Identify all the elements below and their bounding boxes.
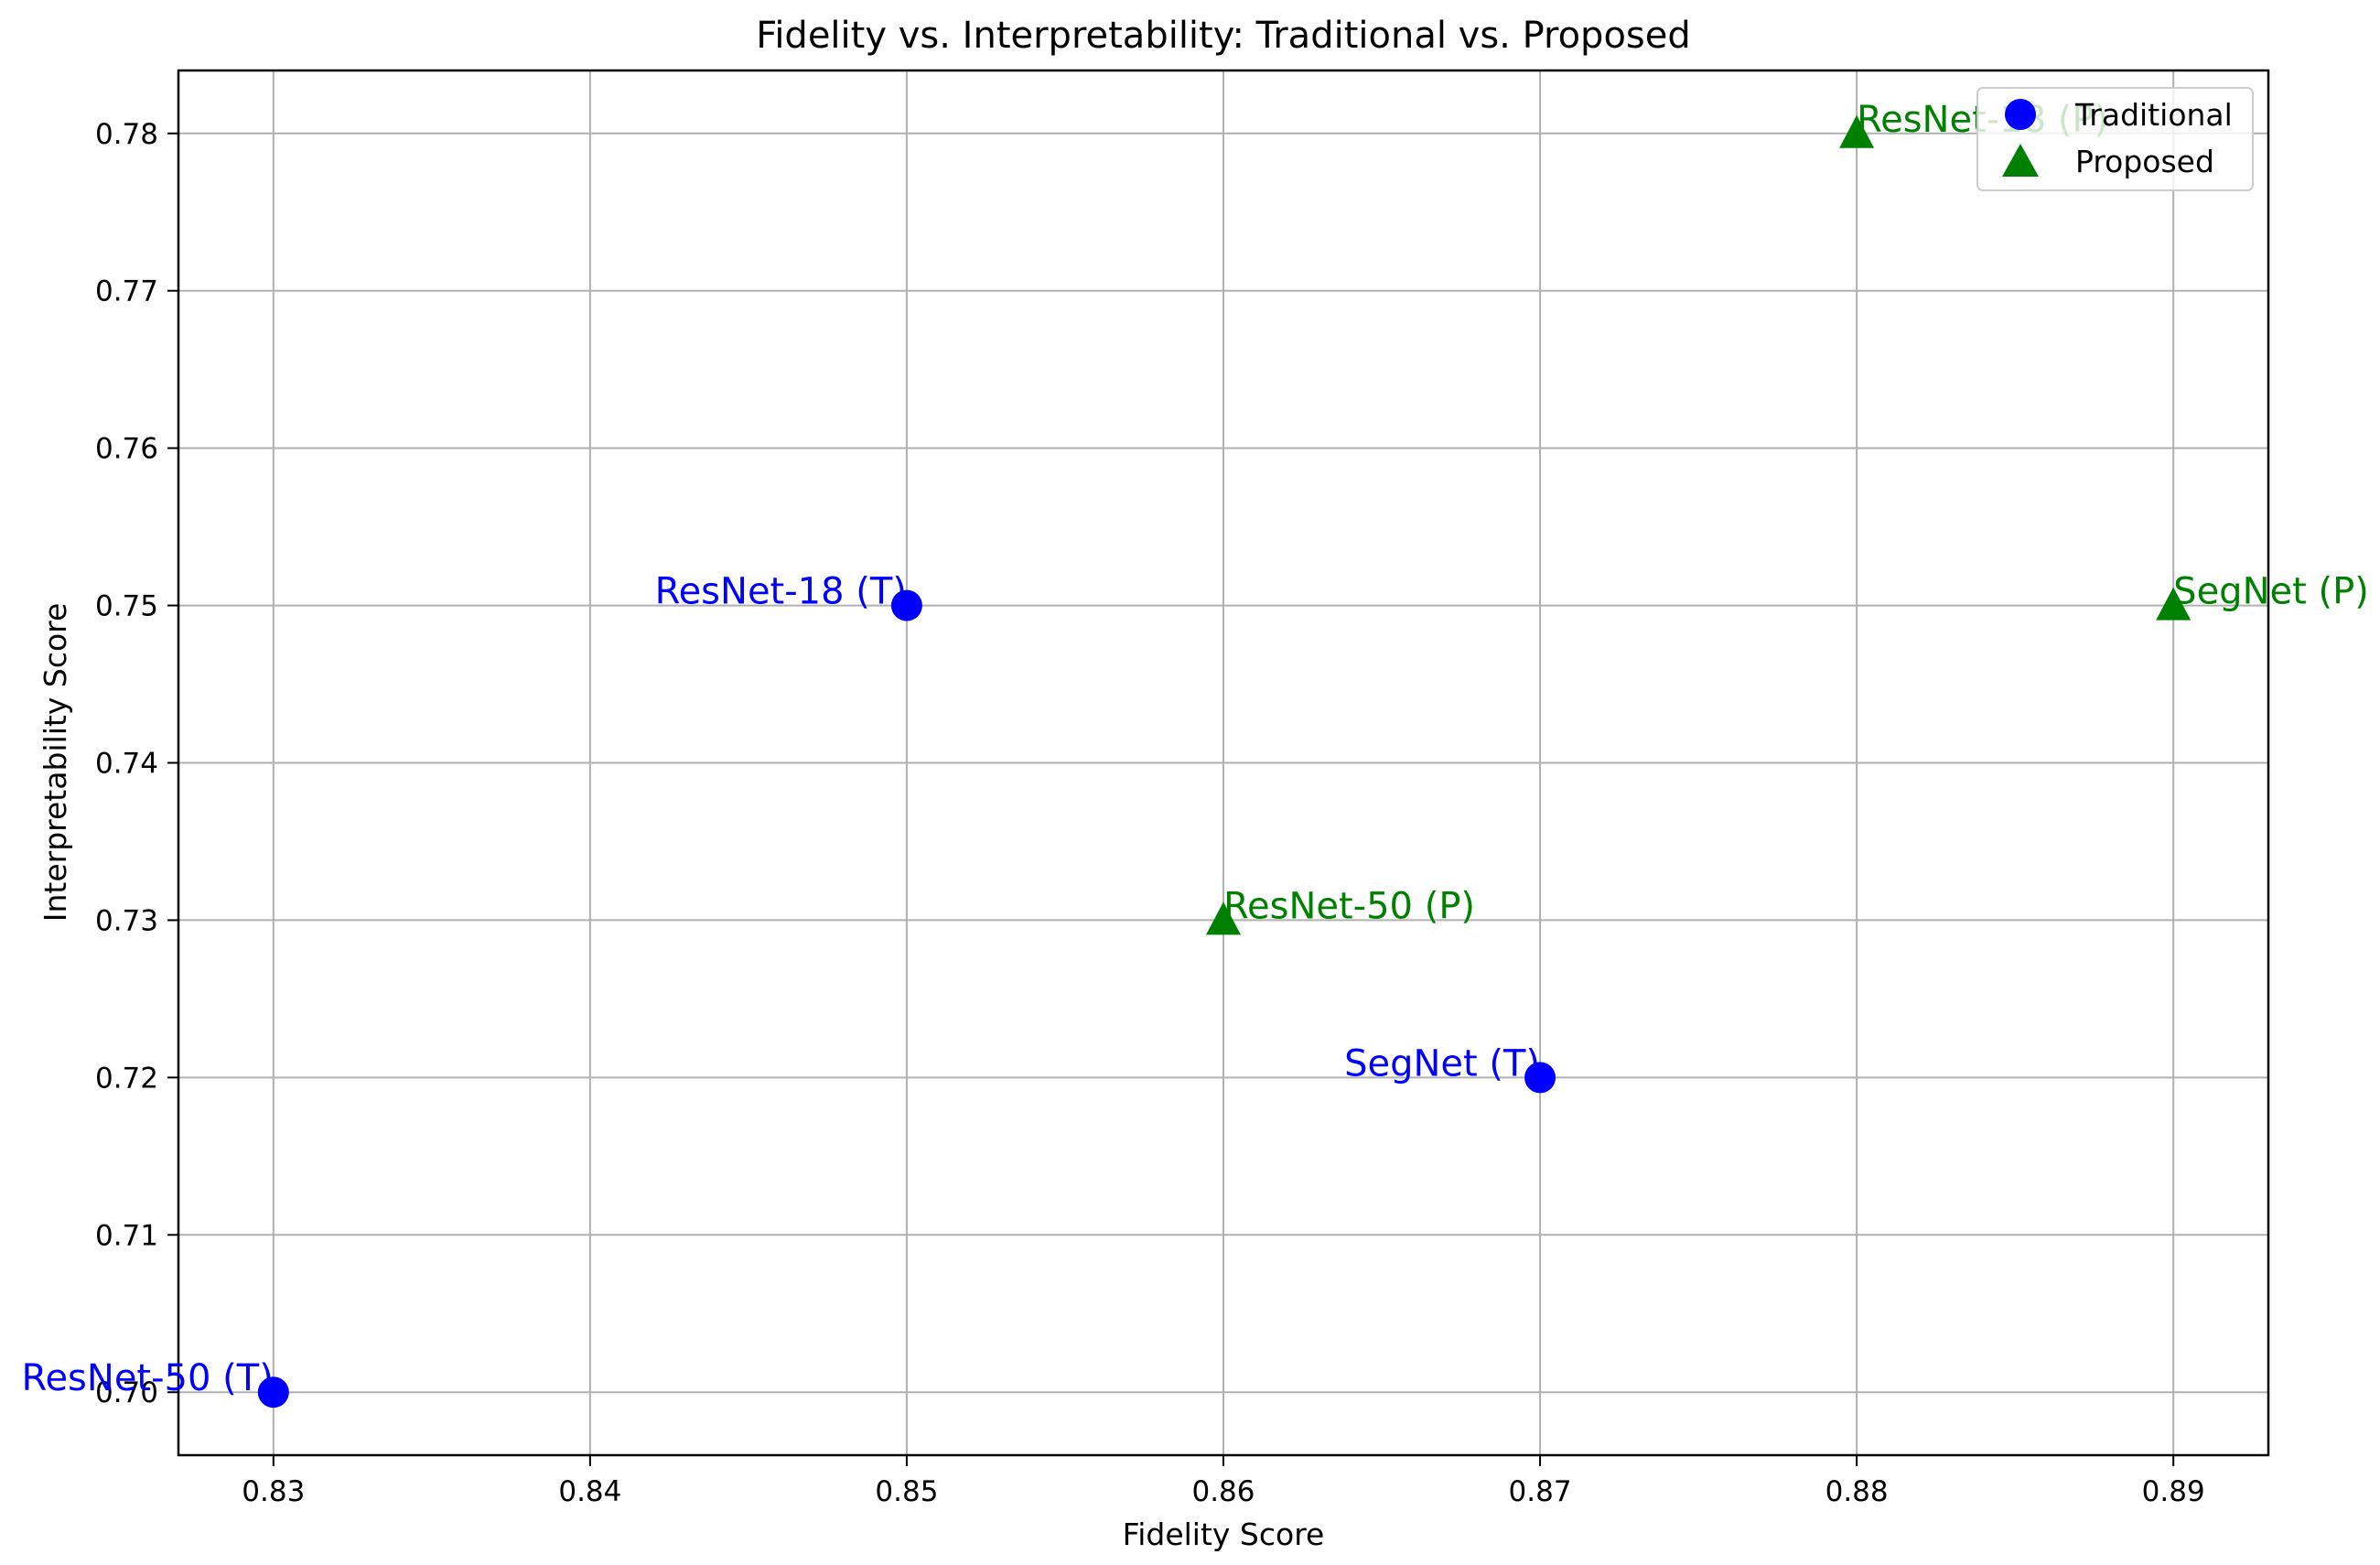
data-label: ResNet-18 (T) [655,571,907,613]
y-tick-label: 0.76 [95,433,158,466]
x-tick-label: 0.84 [558,1475,621,1508]
legend: Traditional Proposed [1976,87,2254,191]
y-tick-label: 0.77 [95,275,158,308]
data-point-traditional [890,589,922,621]
x-tick-label: 0.85 [875,1475,938,1508]
y-tick-label: 0.72 [95,1062,158,1095]
chart-title: Fidelity vs. Interpretability: Tradition… [756,15,1691,57]
y-tick-label: 0.78 [95,118,158,151]
data-label: SegNet (P) [2173,571,2369,613]
legend-label-proposed: Proposed [2075,144,2214,179]
data-point-proposed [1839,114,1875,148]
legend-box [1976,87,2254,191]
y-tick-label: 0.75 [95,590,158,623]
x-tick-label: 0.83 [242,1475,305,1508]
x-tick-label: 0.89 [2142,1475,2205,1508]
y-tick-label: 0.74 [95,748,158,781]
data-point-traditional [1524,1062,1556,1094]
y-axis-label: Interpretability Score [38,603,73,923]
x-tick-label: 0.88 [1825,1475,1889,1508]
data-label: ResNet-50 (T) [21,1357,273,1399]
legend-label-traditional: Traditional [2074,97,2233,133]
data-point-proposed [1206,901,1241,935]
x-tick-label: 0.86 [1191,1475,1255,1508]
data-point-proposed [2156,587,2192,621]
plot-area-frame [177,69,2270,1457]
y-tick-label: 0.73 [95,904,158,937]
x-axis-label: Fidelity Score [1123,1516,1325,1552]
y-tick-label: 0.70 [95,1376,158,1409]
legend-marker-proposed [2002,144,2039,177]
legend-marker-traditional [2005,99,2036,130]
data-label: ResNet-50 (P) [1223,885,1475,927]
data-label: SegNet (T) [1344,1042,1540,1085]
y-tick-label: 0.71 [95,1219,158,1252]
data-point-traditional [257,1376,289,1408]
x-tick-label: 0.87 [1509,1475,1572,1508]
